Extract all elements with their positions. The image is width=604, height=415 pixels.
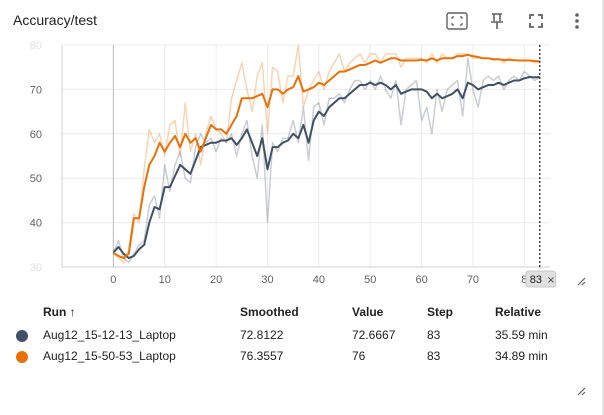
y-tick-label: 60 bbox=[30, 129, 42, 141]
x-tick-label: 30 bbox=[261, 274, 273, 286]
header-relative: Relative bbox=[495, 305, 542, 319]
series-raw-line bbox=[112, 45, 540, 264]
more-vert-icon bbox=[575, 13, 579, 29]
header-run[interactable]: Run ↑ bbox=[43, 305, 76, 319]
run-smoothed: 72.8122 bbox=[240, 328, 284, 342]
series-smoothed-line bbox=[112, 53, 540, 260]
x-tick-label: 20 bbox=[210, 274, 222, 286]
header-value: Value bbox=[352, 305, 384, 319]
y-tick-label: 70 bbox=[30, 84, 42, 96]
run-table: Run ↑ Smoothed Value Step Relative Aug12… bbox=[0, 302, 604, 367]
step-cursor-label: 83 bbox=[530, 274, 542, 286]
run-relative: 35.59 min bbox=[495, 328, 548, 342]
x-tick-label: 50 bbox=[364, 274, 376, 286]
chart-resize-handle-icon[interactable] bbox=[576, 276, 586, 286]
run-name: Aug12_15-12-13_Laptop bbox=[43, 328, 176, 342]
step-cursor-close-icon[interactable]: × bbox=[547, 275, 555, 286]
table-row: Aug12_15-12-13_Laptop 72.8122 72.6667 83… bbox=[0, 325, 604, 346]
run-value: 76 bbox=[352, 349, 366, 363]
y-tick-label: 50 bbox=[30, 173, 42, 185]
pin-button[interactable] bbox=[485, 9, 509, 33]
series-smoothed-line bbox=[112, 76, 540, 260]
fit-domain-button[interactable] bbox=[445, 9, 469, 33]
card-resize-handle-icon[interactable] bbox=[576, 386, 586, 396]
run-smoothed: 76.3557 bbox=[240, 349, 284, 363]
run-color-swatch bbox=[16, 351, 28, 363]
chart-area[interactable]: 30 40 50 60 70 80 0 10 20 30 40 50 60 70 8 83 × bbox=[0, 40, 604, 290]
more-options-button[interactable] bbox=[565, 9, 589, 33]
header-step: Step bbox=[427, 305, 454, 319]
x-tick-label: 60 bbox=[415, 274, 427, 286]
step-cursor-chip bbox=[525, 270, 557, 288]
card-title: Accuracy/test bbox=[13, 12, 98, 28]
pin-icon bbox=[491, 13, 503, 29]
card-border bbox=[602, 0, 604, 415]
fit-domain-icon bbox=[446, 12, 468, 30]
run-step: 83 bbox=[427, 328, 441, 342]
run-relative: 34.89 min bbox=[495, 349, 548, 363]
run-color-swatch bbox=[16, 330, 28, 342]
x-tick-label: 8 bbox=[521, 274, 527, 286]
x-tick-label: 40 bbox=[313, 274, 325, 286]
y-tick-label: 40 bbox=[30, 218, 42, 230]
fullscreen-icon bbox=[529, 14, 543, 28]
x-tick-label: 0 bbox=[110, 274, 116, 286]
x-tick-label: 10 bbox=[159, 274, 171, 286]
run-step: 83 bbox=[427, 349, 441, 363]
y-tick-label: 80 bbox=[30, 40, 42, 52]
series-group bbox=[112, 45, 541, 264]
x-tick-label: 70 bbox=[467, 274, 479, 286]
line-chart[interactable]: 30 40 50 60 70 80 0 10 20 30 40 50 60 70 8 83 × bbox=[0, 40, 604, 290]
table-header-row: Run ↑ Smoothed Value Step Relative bbox=[0, 302, 604, 323]
run-value: 72.6667 bbox=[352, 328, 396, 342]
y-tick-label: 30 bbox=[30, 262, 42, 274]
header-smoothed: Smoothed bbox=[240, 305, 299, 319]
table-row: Aug12_15-50-53_Laptop 76.3557 76 83 34.8… bbox=[0, 346, 604, 367]
fullscreen-button[interactable] bbox=[524, 9, 548, 33]
run-name: Aug12_15-50-53_Laptop bbox=[43, 349, 176, 363]
